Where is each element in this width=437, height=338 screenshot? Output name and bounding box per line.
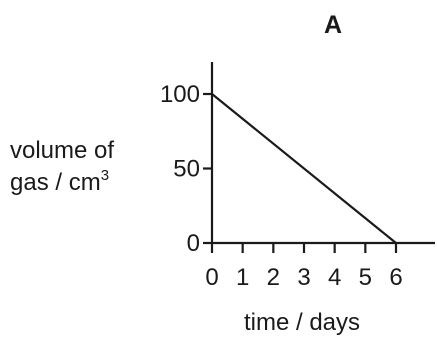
y-axis-title-line-2: gas / cm3 <box>10 167 109 196</box>
y-axis-title-superscript: 3 <box>101 167 109 184</box>
chart-title: A <box>324 11 342 39</box>
y-axis-title-line-1: volume of <box>10 137 114 164</box>
y-tick-label: 50 <box>173 156 200 183</box>
x-tick-label: 3 <box>297 264 310 291</box>
x-tick-label: 0 <box>205 264 218 291</box>
x-tick-label: 5 <box>359 264 372 291</box>
y-ticks: 0 50 100 <box>160 81 212 257</box>
x-axis-title: time / days <box>244 309 360 336</box>
x-tick-label: 6 <box>389 264 402 291</box>
y-tick-label: 100 <box>160 81 200 108</box>
y-axis-title: volume of gas / cm3 <box>10 137 114 196</box>
series-line <box>211 93 397 244</box>
series-layer <box>211 93 397 244</box>
x-tick-label: 1 <box>236 264 249 291</box>
x-tick-label: 2 <box>267 264 280 291</box>
y-tick-label: 0 <box>187 230 200 257</box>
y-axis-title-line-2-text: gas / cm <box>10 169 101 196</box>
x-tick-label: 4 <box>328 264 341 291</box>
